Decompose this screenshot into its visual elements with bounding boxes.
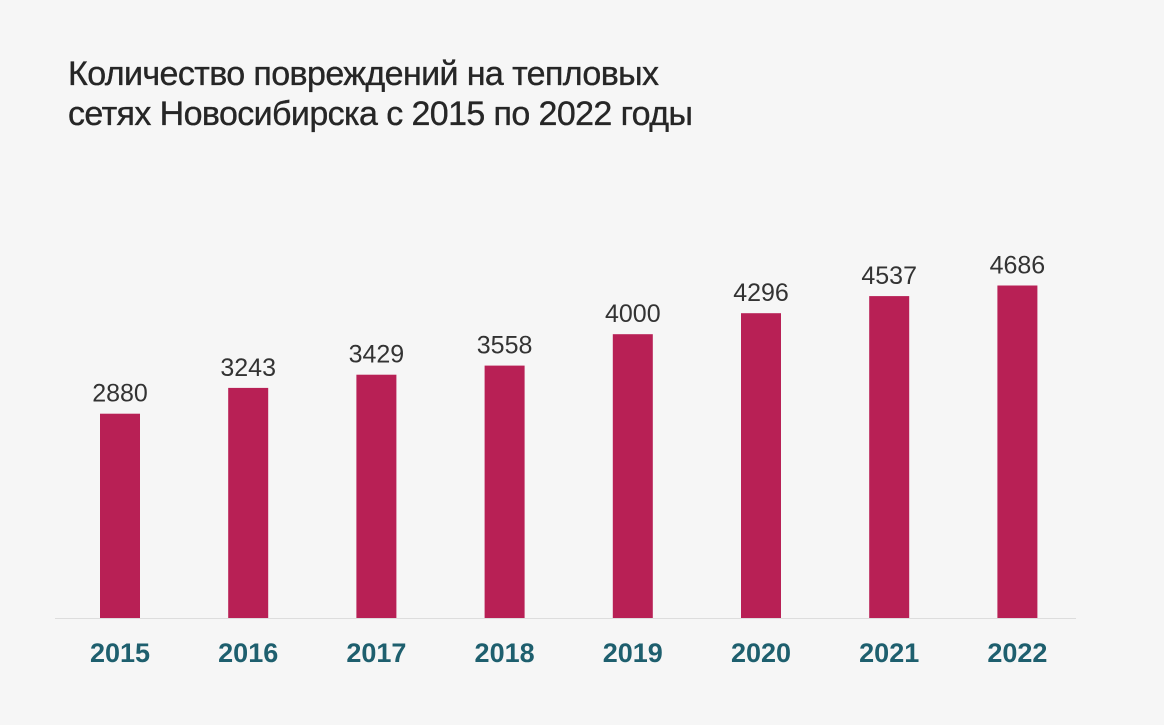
x-tick-label-2020: 2020 [731,638,791,668]
bar-2022 [997,285,1038,618]
x-tick-label-2022: 2022 [987,638,1047,668]
bar-2018 [484,365,525,618]
x-tick-label-2016: 2016 [218,638,278,668]
x-tick-label-2018: 2018 [475,638,535,668]
bar-series [100,285,1038,618]
chart-title: Количество повреждений на тепловых сетях… [68,54,693,134]
value-label-2020: 4296 [733,279,789,307]
chart-title-line-2: сетях Новосибирска с 2015 по 2022 годы [68,95,693,133]
bar-2015 [100,413,140,618]
chart-title-line-1: Количество повреждений на тепловых [68,55,659,93]
bar-2021 [869,296,910,618]
bar-2017 [356,374,397,618]
bar-2020 [741,313,781,618]
bar-2019 [612,334,653,618]
bar-2016 [228,387,269,618]
value-label-2017: 3429 [349,341,405,369]
value-label-2022: 4686 [990,252,1046,280]
value-label-2018: 3558 [477,332,533,360]
value-label-2015: 2880 [92,380,148,408]
x-tick-labels: 2015 2016 2017 2018 2019 2020 2021 2022 [90,638,1047,668]
value-label-2016: 3243 [220,354,276,382]
value-label-2019: 4000 [605,300,661,328]
x-tick-label-2017: 2017 [346,638,406,668]
value-label-2021: 4537 [861,262,917,290]
x-tick-label-2015: 2015 [90,638,150,668]
x-tick-label-2019: 2019 [603,638,663,668]
x-tick-label-2021: 2021 [859,638,919,668]
value-labels: 2880 3243 3429 3558 4000 4296 4537 4686 [92,252,1045,408]
